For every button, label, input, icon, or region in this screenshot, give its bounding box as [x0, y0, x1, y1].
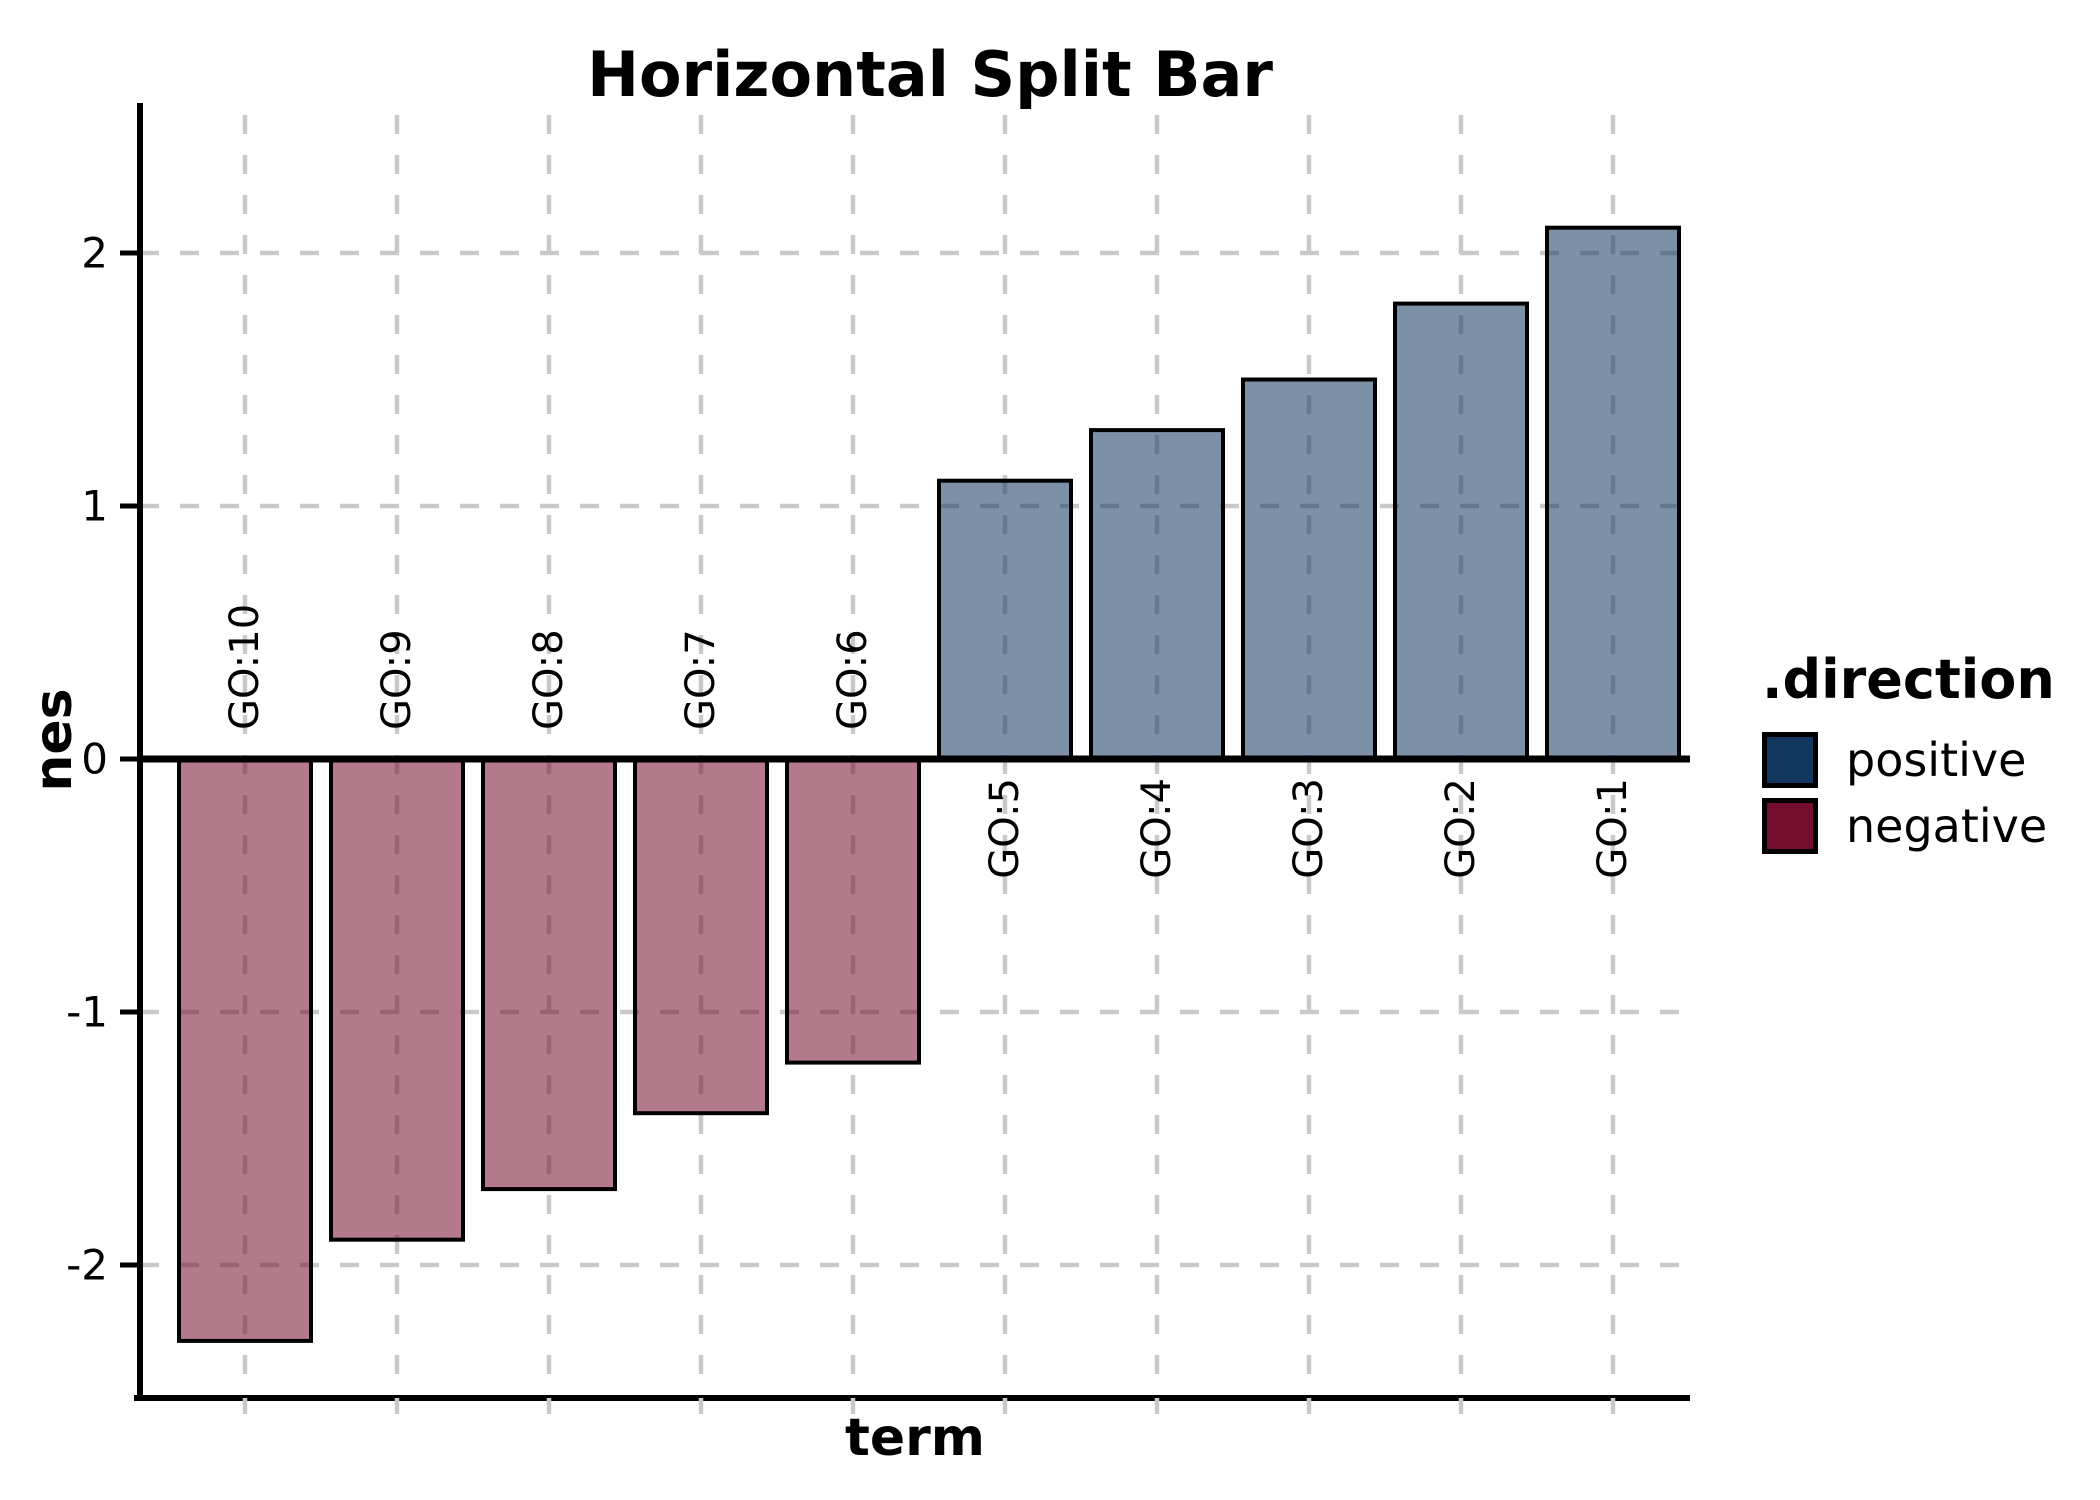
legend-label-negative: negative	[1846, 799, 2048, 853]
bar-label-GO:6: GO:6	[830, 629, 876, 730]
bar-label-GO:2: GO:2	[1438, 778, 1484, 879]
bar-label-GO:10: GO:10	[222, 604, 268, 730]
bar-GO:7	[633, 757, 769, 1116]
x-axis-title: term	[845, 1408, 985, 1468]
bar-GO:9	[329, 757, 465, 1242]
y-tick-label: 0	[81, 735, 108, 784]
legend-row-negative: negative	[1762, 793, 2055, 859]
legend-title: .direction	[1762, 648, 2055, 711]
bar-label-GO:1: GO:1	[1590, 778, 1636, 879]
bar-label-GO:5: GO:5	[982, 778, 1028, 879]
bar-label-GO:9: GO:9	[374, 629, 420, 730]
bar-label-GO:8: GO:8	[526, 629, 572, 730]
bar-GO:3	[1241, 377, 1377, 761]
bar-GO:1	[1545, 225, 1681, 761]
legend-row-positive: positive	[1762, 727, 2055, 793]
bar-label-GO:3: GO:3	[1286, 778, 1332, 879]
bar-GO:8	[481, 757, 617, 1192]
legend-swatch-positive	[1762, 732, 1818, 788]
chart-title: Horizontal Split Bar	[587, 38, 1273, 111]
legend-label-positive: positive	[1846, 733, 2027, 787]
bar-GO:4	[1089, 428, 1225, 761]
y-tick-label: -2	[66, 1241, 108, 1290]
y-axis-title: nes	[24, 688, 84, 792]
bar-GO:10	[177, 757, 313, 1343]
y-tick-label: -1	[66, 988, 108, 1037]
legend-swatch-negative	[1762, 798, 1818, 854]
legend: .direction positive negative	[1762, 648, 2055, 859]
bar-GO:5	[937, 478, 1073, 761]
y-tick-label: 2	[81, 229, 108, 278]
bar-GO:2	[1393, 301, 1529, 761]
bar-label-GO:4: GO:4	[1134, 778, 1180, 879]
bar-label-GO:7: GO:7	[678, 629, 724, 730]
bar-GO:6	[785, 757, 921, 1065]
y-tick-label: 1	[81, 482, 108, 531]
